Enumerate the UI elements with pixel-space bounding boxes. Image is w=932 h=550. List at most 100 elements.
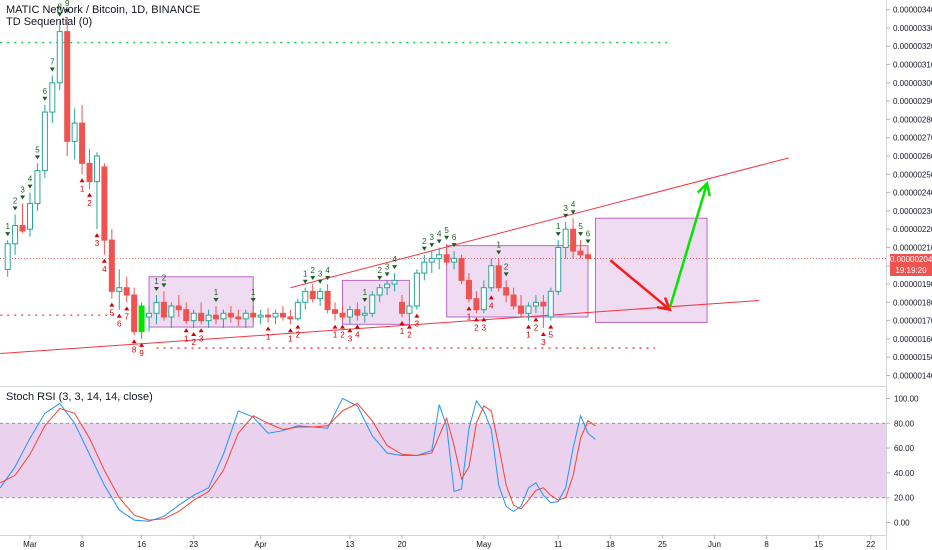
candle-body (555, 246, 562, 292)
price-tick-label: 0.00000240 (893, 189, 932, 198)
time-tick-label: Apr (254, 540, 267, 549)
time-tick-label: 13 (345, 540, 354, 549)
projection-arrowhead-red (656, 297, 672, 312)
td-count-label: 2 (407, 331, 412, 340)
candle-body (242, 312, 249, 320)
td-sell-arrow (473, 317, 479, 322)
td-count-label: 9 (65, 0, 70, 8)
td-sell-arrow (548, 324, 554, 329)
candle-body (34, 170, 41, 205)
stoch-series-k (0, 397, 596, 522)
candle-body (86, 162, 93, 183)
td-sell-arrow (109, 302, 115, 307)
candle-body (309, 290, 316, 300)
td-sell-arrow (481, 317, 487, 322)
candle-body (138, 305, 145, 333)
td-buy-arrow (27, 184, 33, 189)
price-tick-label: 0.00000190 (893, 280, 932, 289)
candle-body (570, 228, 577, 252)
td-buy-arrow (578, 232, 584, 237)
consolidation-box (594, 217, 708, 323)
price-tick-label: 0.00000230 (893, 207, 932, 216)
time-tick-label: Mar (23, 540, 37, 549)
candle-body (332, 309, 339, 314)
td-sell-arrow (533, 317, 539, 322)
candle-body (317, 290, 324, 300)
projection-arrow-red (609, 259, 671, 311)
candle-body (369, 294, 376, 314)
time-tick-label: 20 (398, 540, 407, 549)
td-buy-arrow (317, 279, 323, 284)
candle-body (79, 122, 86, 164)
td-count-label: 5 (549, 331, 554, 340)
countdown-tag: 19:19:20 (890, 265, 932, 276)
td-count-label: 3 (415, 320, 420, 329)
td-count-label: 3 (563, 204, 568, 213)
td-count-label: 5 (444, 226, 449, 235)
td-sell-arrow (116, 313, 122, 318)
candle-body (399, 301, 405, 314)
td-count-label: 5 (110, 309, 115, 318)
stoch-tick-label: 100.00 (894, 394, 919, 403)
td-sell-arrow (406, 324, 412, 329)
projection-arrowhead-green (696, 180, 711, 197)
td-count-label: 2 (87, 199, 92, 208)
td-count-label: 8 (58, 3, 63, 12)
price-tick-label: 0.00000300 (893, 79, 932, 88)
td-sell-arrow (399, 320, 405, 325)
td-sell-arrow (191, 331, 197, 336)
td-count-label: 1 (5, 222, 10, 231)
consolidation-box (341, 279, 410, 325)
candle-body (108, 239, 115, 292)
candle-body (153, 301, 160, 314)
td-count-label: 2 (474, 323, 479, 332)
price-tick-label: 0.00000150 (893, 353, 932, 362)
td-count-label: 1 (496, 240, 501, 249)
td-count-label: 2 (310, 266, 315, 275)
td-count-label: 1 (154, 277, 159, 286)
candle-body (168, 305, 175, 318)
price-tick-label: 0.00000180 (893, 298, 932, 307)
td-buy-arrow (49, 67, 55, 72)
candle-body (287, 316, 294, 320)
time-tick-label: 11 (554, 540, 563, 549)
time-tick-label: May (476, 540, 491, 549)
td-count-label: 1 (288, 334, 293, 343)
td-count-label: 6 (586, 229, 591, 238)
candle-body (421, 261, 428, 274)
candle-body (175, 305, 182, 311)
candle-body (146, 312, 153, 318)
td-buy-arrow (20, 195, 26, 200)
candle-body (183, 309, 190, 322)
td-count-label: 6 (452, 233, 457, 242)
candle-body (190, 312, 197, 322)
td-count-label: 4 (102, 265, 107, 274)
candle-body (465, 279, 472, 300)
candle-body (384, 283, 391, 289)
td-buy-arrow (250, 298, 256, 302)
candle-body (510, 294, 517, 307)
candle-body (391, 279, 398, 285)
candle-body (220, 312, 227, 320)
td-sell-arrow (101, 258, 107, 263)
stoch-tick-label: 0.00 (894, 519, 910, 528)
price-tick-label: 0.00000250 (893, 170, 932, 179)
td-count-label: 1 (333, 331, 338, 340)
td-sell-arrow (79, 178, 85, 183)
candle-body (93, 155, 100, 183)
candle-body (41, 111, 48, 172)
price-tick-label: 0.00000260 (893, 152, 932, 161)
td-count-label: 1 (526, 331, 531, 340)
candle-body (436, 254, 443, 259)
candle-body (376, 287, 383, 296)
td-sell-arrow (414, 313, 420, 318)
td-count-label: 5 (578, 222, 583, 231)
td-buy-arrow (429, 243, 435, 248)
candle-body (227, 312, 234, 318)
td-buy-arrow (153, 287, 159, 292)
candle-body (346, 309, 353, 318)
td-count-label: 6 (43, 87, 48, 96)
td-buy-arrow (377, 276, 383, 281)
candle-body (19, 225, 26, 232)
